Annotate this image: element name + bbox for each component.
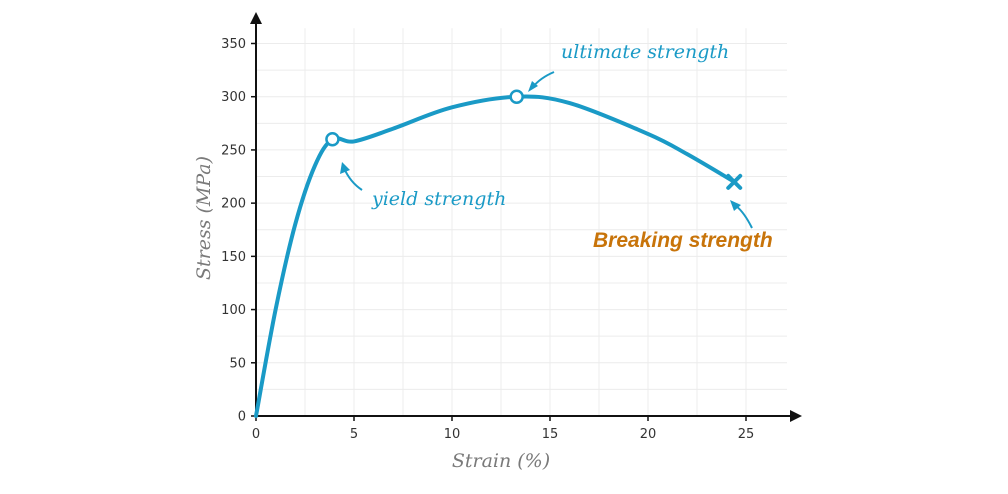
x-axis-label: Strain (%) bbox=[452, 450, 550, 472]
ultimate-arrowhead bbox=[528, 81, 538, 92]
stress-strain-curve bbox=[254, 94, 737, 418]
y-tick-label: 350 bbox=[221, 37, 246, 52]
yield-arrowhead bbox=[340, 162, 350, 174]
annotation-arrows bbox=[340, 71, 753, 229]
x-tick-label: 10 bbox=[444, 427, 461, 442]
x-tick-label: 0 bbox=[252, 427, 260, 442]
grid bbox=[256, 28, 787, 416]
y-tick-label: 250 bbox=[221, 143, 246, 158]
breaking-arrowhead bbox=[730, 200, 741, 211]
yield-point-marker bbox=[325, 132, 340, 147]
y-tick-label: 100 bbox=[221, 303, 246, 318]
y-tick-label: 150 bbox=[221, 250, 246, 265]
breaking-point-marker bbox=[726, 173, 743, 190]
breaking-x-stroke bbox=[726, 173, 743, 190]
y-tick-label: 50 bbox=[229, 356, 246, 371]
x-tick-label: 15 bbox=[542, 427, 559, 442]
x-tick-label: 20 bbox=[640, 427, 657, 442]
yield-strength-label: yield strength bbox=[371, 188, 506, 210]
x-axis-arrow bbox=[790, 410, 802, 422]
breaking-strength-label: Breaking strength bbox=[593, 229, 773, 252]
y-tick-label: 0 bbox=[238, 410, 246, 425]
markers bbox=[325, 89, 743, 190]
x-tick-label: 25 bbox=[738, 427, 755, 442]
ultimate-strength-label: ultimate strength bbox=[561, 41, 729, 63]
y-tick-label: 300 bbox=[221, 90, 246, 105]
y-tick-label: 200 bbox=[221, 197, 246, 212]
y-axis-label: Stress (MPa) bbox=[193, 156, 215, 280]
x-ticks: 0 5 10 15 20 25 bbox=[252, 416, 754, 442]
ultimate-point-marker bbox=[509, 89, 524, 104]
x-tick-label: 5 bbox=[350, 427, 358, 442]
breaking-arrow bbox=[735, 205, 753, 229]
y-axis-arrow bbox=[250, 12, 262, 24]
axes bbox=[250, 12, 802, 422]
y-ticks: 0 50 100 150 200 250 300 350 bbox=[221, 37, 256, 425]
